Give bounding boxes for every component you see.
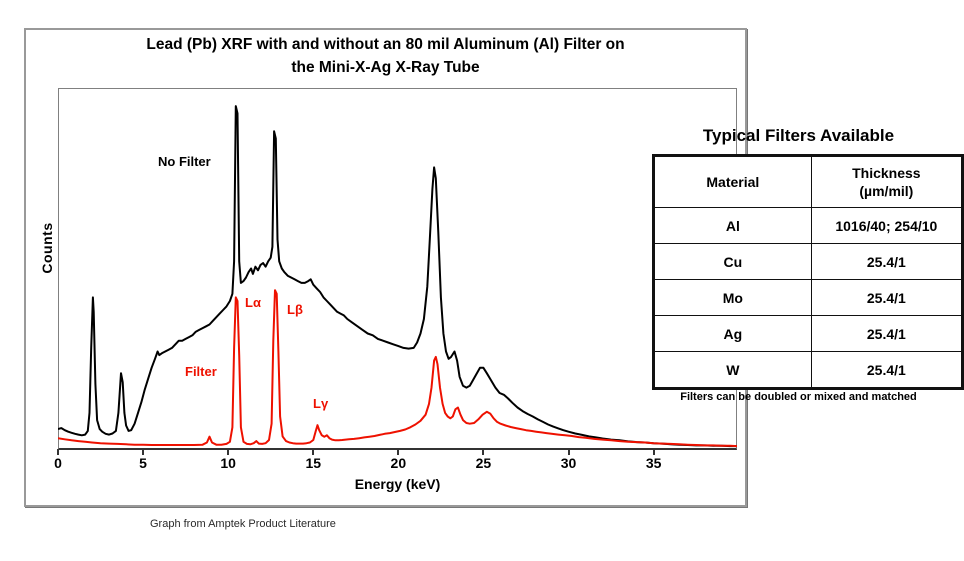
x-tick-label-30: 30 (560, 455, 577, 471)
x-tick-mark-25 (482, 449, 485, 455)
l-beta-peak-label: Lβ (287, 302, 303, 317)
filters-table-wrap: Material Thickness (µm/mil) Al 1016/40; 2… (652, 154, 964, 390)
x-tick-mark-15 (312, 449, 315, 455)
filters-table-row-al: Al 1016/40; 254/10 (653, 207, 964, 244)
y-axis-title: Counts (39, 222, 55, 274)
x-tick-mark-30 (567, 449, 570, 455)
material-cell-ag: Ag (653, 315, 812, 352)
x-tick-mark-35 (652, 449, 655, 455)
filters-table-row-ag: Ag 25.4/1 (653, 315, 964, 352)
x-tick-label-25: 25 (475, 455, 492, 471)
material-cell-al: Al (653, 207, 812, 244)
x-tick-label-15: 15 (305, 455, 322, 471)
no-filter-label: No Filter (158, 154, 211, 169)
thickness-cell-mo: 25.4/1 (810, 279, 964, 316)
x-tick-label-20: 20 (390, 455, 407, 471)
material-cell-w: W (653, 351, 812, 389)
filters-table-body: Al 1016/40; 254/10 Cu 25.4/1 Mo 25.4/1 Ag 25.4/… (653, 207, 964, 389)
l-gamma-peak-label: Lγ (313, 396, 329, 411)
filters-table: Material Thickness (µm/mil) Al 1016/40; 2… (652, 154, 964, 390)
x-tick-mark-20 (397, 449, 400, 455)
thickness-cell-w: 25.4/1 (810, 351, 964, 389)
spectra-svg (58, 105, 737, 448)
series-filter (58, 289, 737, 448)
filters-panel-title: Typical Filters Available (702, 126, 895, 145)
thickness-cell-ag: 25.4/1 (810, 315, 964, 352)
x-tick-mark-10 (227, 449, 230, 455)
plot-area: No Filter Filter Lα Lβ Lγ 0 5 10 15 20 25 30 35 (54, 88, 737, 471)
x-tick-mark-0 (57, 449, 59, 455)
column-header-thickness: Thickness (µm/mil) (810, 155, 964, 208)
x-tick-mark-5 (142, 449, 145, 455)
filters-table-head: Material Thickness (µm/mil) (653, 155, 964, 208)
filters-table-row-cu: Cu 25.4/1 (653, 243, 964, 280)
x-tick-label-0: 0 (54, 455, 62, 471)
column-header-material: Material (653, 155, 812, 208)
chart-title-line1: Lead (Pb) XRF with and without an 80 mil… (146, 36, 625, 53)
x-tick-label-5: 5 (139, 455, 147, 471)
thickness-cell-cu: 25.4/1 (810, 243, 964, 280)
filter-label: Filter (185, 364, 217, 379)
filters-table-header-row: Material Thickness (µm/mil) (653, 155, 964, 208)
thickness-cell-al: 1016/40; 254/10 (810, 207, 964, 244)
chart-title: Lead (Pb) XRF with and without an 80 mil… (24, 33, 747, 79)
filters-table-row-w: W 25.4/1 (653, 351, 964, 389)
x-tick-label-35: 35 (645, 455, 662, 471)
material-cell-mo: Mo (653, 279, 812, 316)
plot-border-box (58, 88, 737, 450)
material-cell-cu: Cu (653, 243, 812, 280)
filters-table-row-mo: Mo 25.4/1 (653, 279, 964, 316)
chart-title-line2: the Mini-X-Ag X-Ray Tube (291, 59, 480, 76)
chart-caption: Graph from Amptek Product Literature (150, 518, 336, 530)
filters-note: Filters can be doubled or mixed and matc… (680, 391, 917, 403)
x-tick-label-10: 10 (220, 455, 236, 471)
x-axis-title: Energy (keV) (354, 476, 441, 492)
l-alpha-peak-label: Lα (245, 295, 261, 310)
series-no-filter (58, 105, 737, 448)
